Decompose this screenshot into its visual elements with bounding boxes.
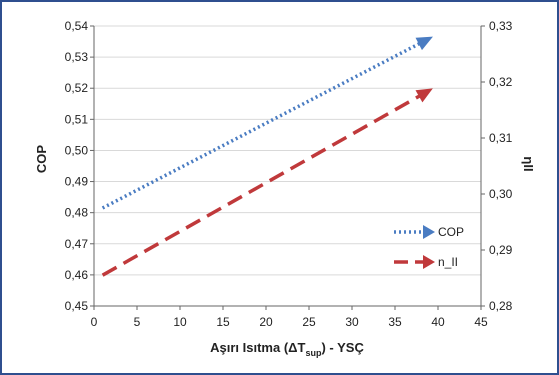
legend-nii-arrow: [423, 255, 435, 269]
y-left-tick-label: 0,50: [65, 143, 89, 157]
series-arrow-n-ii: [415, 88, 433, 103]
x-tick-label: 45: [474, 315, 488, 329]
y-left-axis-label: COP: [34, 145, 49, 174]
series-line-cop: [101, 40, 424, 210]
legend-nii-label: n_II: [438, 255, 458, 269]
x-tick-label: 35: [388, 315, 402, 329]
x-tick-label: 15: [216, 315, 230, 329]
y-left-tick-label: 0,49: [65, 175, 89, 189]
x-tick-label: 30: [345, 315, 359, 329]
x-axis-label-tail: ) - YSÇ: [321, 340, 364, 355]
x-tick-labels: 0 5 10 15 20 25 30 35 40 45: [91, 315, 488, 329]
x-tick-label: 0: [91, 315, 98, 329]
x-axis-label-main: Aşırı Isıtma (ΔT: [210, 340, 305, 355]
series-line-n-ii: [101, 92, 424, 277]
y-left-tick-labels: 0,45 0,46 0,47 0,48 0,49 0,50 0,51 0,52 0,53 0,54: [65, 19, 89, 313]
x-tick-label: 20: [259, 315, 273, 329]
gridlines: [94, 25, 481, 307]
y-right-tick-label: 0,32: [489, 75, 513, 89]
y-left-tick-label: 0,48: [65, 206, 89, 220]
y-left-tick-label: 0,53: [65, 50, 89, 64]
y-left-tick-label: 0,51: [65, 112, 89, 126]
y-right-tick-label: 0,33: [489, 19, 513, 33]
y-right-tick-label: 0,29: [489, 243, 513, 257]
x-tick-label: 40: [431, 315, 445, 329]
y-right-tick-label: 0,30: [489, 187, 513, 201]
y-left-tick-label: 0,54: [65, 19, 89, 33]
y-left-tick-label: 0,45: [65, 299, 89, 313]
y-right-tick-label: 0,28: [489, 299, 513, 313]
x-axis-label: Aşırı Isıtma (ΔTsup) - YSÇ: [210, 340, 364, 358]
y-right-tick-labels: 0,28 0,29 0,30 0,31 0,32 0,33: [489, 19, 513, 313]
legend-cop-arrow: [423, 225, 435, 239]
y-left-tick-label: 0,47: [65, 237, 89, 251]
y-left-tick-label: 0,52: [65, 81, 89, 95]
x-tick-label: 25: [302, 315, 316, 329]
axes: [90, 25, 485, 310]
x-tick-label: 10: [173, 315, 187, 329]
x-tick-label: 5: [134, 315, 141, 329]
y-right-axis-label: ηII: [521, 156, 536, 171]
legend: COP n_II: [394, 225, 464, 269]
legend-cop-label: COP: [438, 225, 464, 239]
x-axis-label-sub: sup: [305, 348, 322, 358]
y-left-tick-label: 0,46: [65, 268, 89, 282]
series-arrow-cop: [415, 36, 433, 51]
y-right-tick-label: 0,31: [489, 131, 513, 145]
series-group: [101, 36, 433, 277]
